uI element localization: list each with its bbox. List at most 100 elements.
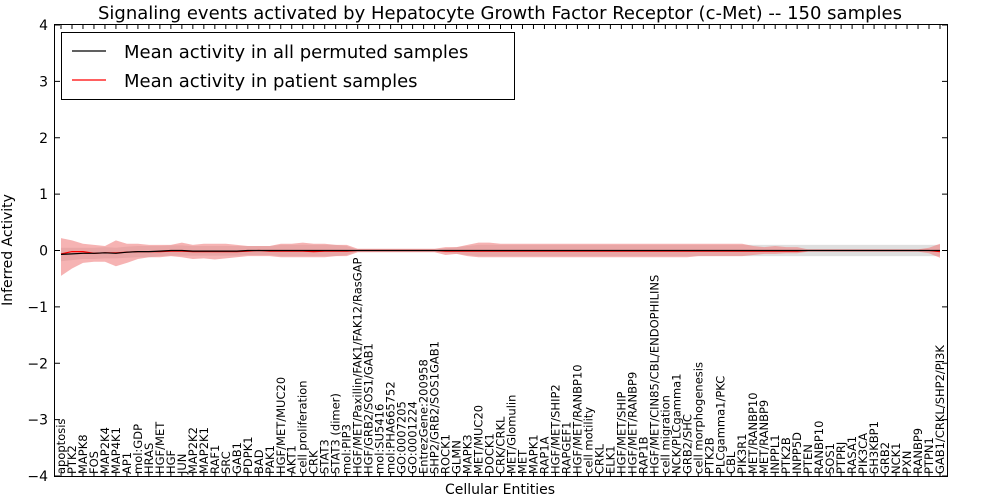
- x-category-label: MAPK3: [461, 434, 475, 474]
- x-axis-ticks: [60, 25, 941, 476]
- x-category-label: GRB2/SHC: [680, 414, 694, 474]
- x-category-label: CRK: [307, 450, 321, 474]
- x-category-label: MET/MUC20: [472, 405, 486, 474]
- x-category-label: GO:0001224: [406, 401, 420, 474]
- x-category-label: apoptosis: [54, 419, 68, 474]
- x-category-label: cell morphogenesis: [691, 362, 705, 474]
- x-category-label: HGF/MET: [153, 421, 167, 474]
- x-category-label: PTPN1: [922, 437, 936, 474]
- x-category-label: ELK1: [603, 445, 617, 474]
- x-category-label: HGF/MET/Paxillin/FAK1/FAK12/RasGAP: [351, 257, 365, 474]
- x-category-label: MET/RANBP10: [746, 392, 760, 474]
- x-category-label: mol:PHA665752: [384, 381, 398, 474]
- x-category-label: PIK3CA: [856, 433, 870, 474]
- x-category-label: RANBP10: [812, 421, 826, 474]
- x-category-label: HGF/MET/RANBP9: [625, 372, 639, 474]
- x-category-label: PTEN: [801, 444, 815, 474]
- y-tick-label: 3: [39, 74, 48, 90]
- x-category-label: HGF/MET/RANBP10: [570, 364, 584, 474]
- x-category-label: SHP2/GRB2/SOS1GAB1: [428, 341, 442, 474]
- x-category-label: MAPK1: [526, 434, 540, 474]
- x-category-label: RAP1B: [636, 436, 650, 474]
- x-category-label: PDPK1: [241, 436, 255, 474]
- x-category-label: MAP2K1: [197, 427, 211, 474]
- x-category-label: STAT3: [318, 439, 332, 474]
- x-category-label: HGF: [164, 450, 178, 474]
- x-category-label: INPP5D: [790, 432, 804, 474]
- y-tick-label: 2: [39, 131, 48, 147]
- x-category-label: NCK/PLCgamma1: [669, 373, 683, 474]
- band-patient: [61, 238, 940, 276]
- x-category-label: CRK/CRKL: [494, 416, 508, 474]
- x-category-label: AP1: [120, 452, 134, 474]
- x-category-label: PTPRJ: [834, 442, 848, 474]
- y-tick-label: −1: [27, 300, 48, 316]
- x-category-label: PTK2B: [779, 437, 793, 474]
- x-category-label: HRAS: [142, 443, 156, 474]
- x-category-label: cell proliferation: [296, 380, 310, 474]
- x-category-label: MAP2K4: [98, 427, 112, 474]
- x-category-label: mol:PIP3: [340, 424, 354, 474]
- line-permuted-mean: [60, 249, 940, 255]
- x-category-label: HGF/MET/CIN85/CBL/ENDOPHILINS: [647, 275, 661, 474]
- y-axis-title: Inferred Activity: [0, 194, 16, 306]
- x-category-label: RAPGEF1: [559, 422, 573, 474]
- y-tick-label: 1: [39, 187, 48, 203]
- x-category-label: HGF/GRB2/SOS1/GAB1: [362, 343, 376, 474]
- x-category-label: PAK1: [263, 445, 277, 474]
- chart-title: Signaling events activated by Hepatocyte…: [98, 3, 902, 24]
- x-category-label: CRKL: [592, 443, 606, 474]
- x-category-label: MAP4K1: [109, 427, 123, 474]
- x-category-label: AKT1: [285, 445, 299, 474]
- x-category-label: MET/RANBP9: [757, 400, 771, 474]
- x-axis-title: Cellular Entities: [445, 482, 555, 498]
- legend-label-permuted: Mean activity in all permuted samples: [124, 42, 468, 63]
- x-category-label: RAP1A: [537, 436, 551, 474]
- x-category-label: cell migration: [658, 395, 672, 474]
- x-axis-category-labels: apoptosisPTK2MAPK8FOSMAP2K4MAP4K1AP1mol:…: [54, 257, 947, 475]
- x-category-label: MAP2K2: [186, 427, 200, 474]
- legend: Mean activity in all permuted samples Me…: [61, 32, 515, 100]
- x-category-label: BAD: [252, 449, 266, 474]
- x-category-label: JUN: [175, 454, 189, 475]
- x-category-label: HGF/MET/SHIP2: [548, 384, 562, 474]
- y-tick-label: −2: [27, 356, 48, 372]
- y-tick-label: 0: [39, 244, 48, 260]
- x-category-label: RAF1: [208, 445, 222, 474]
- x-category-label: PTK2: [65, 445, 79, 474]
- x-category-label: cell motility: [581, 407, 595, 474]
- x-category-label: GAB1: [230, 442, 244, 474]
- y-tick-label: −4: [27, 469, 48, 485]
- x-category-label: MET/Glomulin: [504, 395, 518, 474]
- x-category-label: PIK3R1: [735, 434, 749, 475]
- x-category-label: CBL: [724, 451, 738, 474]
- x-category-label: GAB1/CRKL/SHP2/PI3K: [933, 345, 947, 474]
- x-category-label: STAT3 (dimer): [329, 393, 343, 474]
- x-category-label: MET: [515, 449, 529, 474]
- x-category-label: HGF/MET/SHIP: [614, 392, 628, 474]
- x-category-label: ROCK1: [439, 434, 453, 474]
- x-category-label: mol:SU5416: [373, 404, 387, 474]
- x-category-label: FOS: [87, 451, 101, 474]
- x-category-label: SRC: [219, 451, 233, 474]
- x-category-label: HGF/MET/MUC20: [274, 377, 288, 474]
- x-category-label: NCK1: [889, 443, 903, 475]
- x-category-label: mol:GDP: [131, 424, 145, 474]
- x-category-label: GLMN: [450, 440, 464, 474]
- x-category-label: PTK2B: [702, 437, 716, 474]
- series-lines: [60, 249, 941, 255]
- x-category-label: MAPK8: [76, 434, 90, 474]
- legend-label-patient: Mean activity in patient samples: [124, 71, 418, 92]
- x-category-label: RANBP9: [911, 428, 925, 474]
- x-category-label: RASA1: [845, 436, 859, 474]
- x-category-label: DOCK1: [483, 433, 497, 474]
- y-tick-label: 4: [39, 18, 48, 34]
- x-category-label: SOS1: [823, 443, 837, 474]
- x-category-label: PLCgamma1/PKC: [713, 376, 727, 474]
- legend-box: [61, 32, 515, 100]
- plot-frame: [54, 24, 948, 477]
- x-category-label: PXN: [900, 451, 914, 474]
- x-category-label: INPPL1: [768, 434, 782, 474]
- y-tick-label: −3: [27, 413, 48, 429]
